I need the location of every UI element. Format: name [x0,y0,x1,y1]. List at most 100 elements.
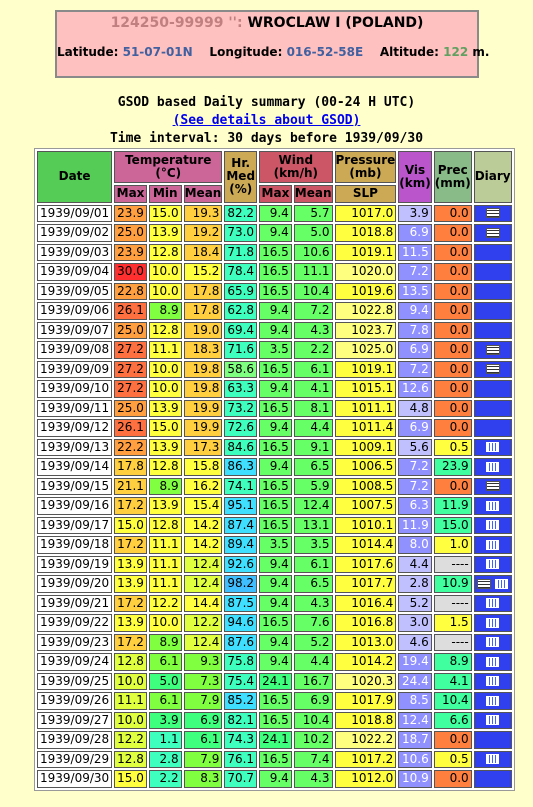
cell-humidity: 95.1 [224,497,258,515]
cell-tmin: 11.1 [148,341,182,359]
diary-text-icon[interactable] [485,481,500,491]
rain-icon[interactable] [486,461,500,472]
rain-icon[interactable] [486,656,500,667]
table-row: 1939/09/10 27.2 10.0 19.8 63.3 9.4 4.1 1015.1 12… [37,380,512,398]
cell-tmin: 10.0 [148,263,182,281]
cell-date: 1939/09/08 [37,341,113,359]
cell-humidity: 89.4 [224,536,258,554]
rain-icon[interactable] [486,617,500,628]
table-row: 1939/09/18 17.2 11.1 14.2 89.4 3.5 3.5 1014.4 8.… [37,536,512,554]
cell-humidity: 65.9 [224,282,258,300]
cell-diary[interactable] [473,516,512,534]
cell-tmean: 7.9 [183,750,223,768]
diary-text-icon[interactable] [485,227,500,238]
diary-text-icon[interactable] [477,578,492,589]
gsod-details-link[interactable]: (See details about GSOD) [172,113,361,128]
cell-tmax: 13.9 [114,555,147,573]
cell-humidity: 98.2 [224,575,258,593]
cell-slp: 1011.4 [334,419,397,437]
cell-wmean: 4.3 [293,321,333,339]
cell-tmean: 18.4 [183,243,223,261]
rain-icon[interactable] [486,754,500,764]
cell-diary[interactable] [473,614,512,632]
cell-diary[interactable] [473,692,512,710]
cell-wmean: 4.4 [293,653,333,671]
cell-diary[interactable] [473,594,512,612]
cell-tmax: 22.8 [114,282,147,300]
table-row: 1939/09/25 10.0 5.0 7.3 75.4 24.1 16.7 1020.3 24… [37,672,512,690]
cell-diary [473,770,512,788]
cell-wmax: 9.4 [259,458,292,476]
cell-tmax: 15.0 [114,770,147,788]
rain-icon[interactable] [486,695,500,706]
cell-humidity: 72.6 [224,419,258,437]
cell-date: 1939/09/16 [37,497,113,515]
cell-diary[interactable] [473,341,512,359]
cell-diary[interactable] [473,477,512,495]
rain-icon[interactable] [486,637,500,647]
cell-diary[interactable] [473,633,512,651]
cell-diary[interactable] [473,750,512,768]
cell-diary[interactable] [473,536,512,554]
cell-visibility: 6.9 [398,419,432,437]
cell-tmean: 17.8 [183,302,223,320]
rain-icon[interactable] [486,442,500,452]
diary-text-icon[interactable] [485,364,500,374]
cell-diary[interactable] [473,653,512,671]
rain-icon[interactable] [486,500,500,511]
cell-wmax: 9.4 [259,770,292,788]
cell-tmax: 23.9 [114,204,147,222]
cell-diary[interactable] [473,555,512,573]
cell-visibility: 3.0 [398,614,432,632]
cell-tmin: 15.0 [148,204,182,222]
cell-diary[interactable] [473,438,512,456]
cell-wmax: 16.5 [259,692,292,710]
rain-icon[interactable] [486,715,500,725]
cell-diary[interactable] [473,711,512,729]
cell-date: 1939/09/13 [37,438,113,456]
table-row: 1939/09/15 21.1 8.9 16.2 74.1 16.5 5.9 1008.5 7.… [37,477,512,495]
cell-diary[interactable] [473,204,512,222]
rain-icon[interactable] [495,578,509,589]
station-title: 124250-99999 '': WROCLAW I (POLAND) [57,15,477,31]
table-row: 1939/09/23 17.2 8.9 12.4 87.6 9.4 5.2 1013.0 4.6… [37,633,512,651]
diary-text-icon[interactable] [485,208,500,218]
cell-wmean: 5.7 [293,204,333,222]
cell-precipitation: 0.5 [433,438,472,456]
cell-tmax: 17.2 [114,594,147,612]
rain-icon[interactable] [486,559,500,569]
cell-humidity: 75.4 [224,672,258,690]
cell-date: 1939/09/18 [37,536,113,554]
cell-tmin: 11.1 [148,555,182,573]
cell-tmin: 2.8 [148,750,182,768]
col-humidity: Hr. Med (%) [224,151,258,203]
cell-diary[interactable] [473,575,512,593]
cell-precipitation: 15.0 [433,516,472,534]
cell-visibility: 12.4 [398,711,432,729]
rain-icon[interactable] [486,539,500,550]
cell-precipitation: 1.0 [433,536,472,554]
cell-wmean: 6.9 [293,692,333,710]
cell-precipitation: 1.5 [433,614,472,632]
cell-diary[interactable] [473,672,512,690]
cell-humidity: 71.6 [224,341,258,359]
table-row: 1939/09/05 22.8 10.0 17.8 65.9 16.5 10.4 1019.6… [37,282,512,300]
rain-icon[interactable] [486,676,500,686]
cell-diary[interactable] [473,497,512,515]
table-row: 1939/09/08 27.2 11.1 18.3 71.6 3.5 2.2 1025.0 6.… [37,341,512,359]
cell-diary [473,282,512,300]
lon-value: 016-52-58E [286,45,364,59]
cell-slp: 1006.5 [334,458,397,476]
cell-wmean: 11.1 [293,263,333,281]
rain-icon[interactable] [486,598,500,608]
cell-tmean: 15.8 [183,458,223,476]
cell-wmean: 10.4 [293,282,333,300]
cell-wmax: 9.4 [259,419,292,437]
cell-diary[interactable] [473,224,512,242]
cell-diary[interactable] [473,458,512,476]
diary-text-icon[interactable] [485,344,500,355]
rain-icon[interactable] [486,520,500,530]
cell-date: 1939/09/26 [37,692,113,710]
cell-diary[interactable] [473,360,512,378]
cell-precipitation: 23.9 [433,458,472,476]
